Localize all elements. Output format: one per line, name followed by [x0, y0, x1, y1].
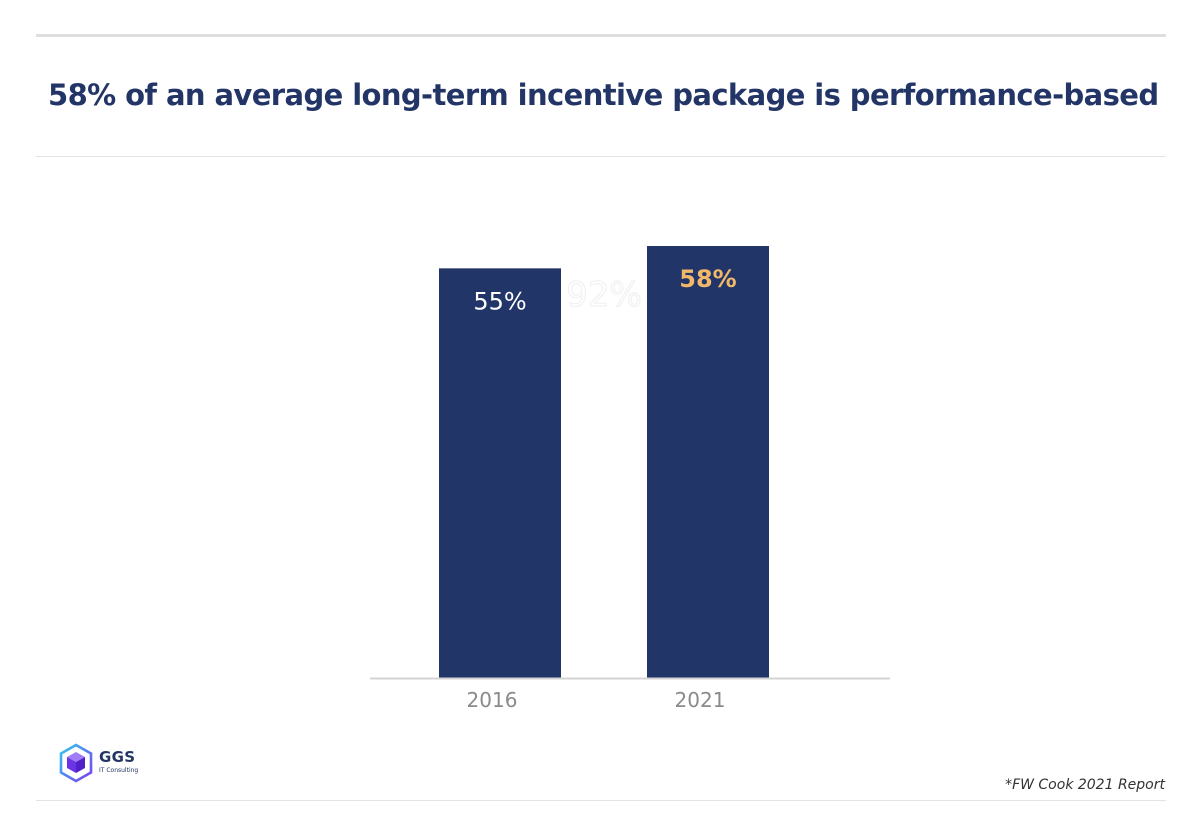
source-note: *FW Cook 2021 Report: [1005, 777, 1165, 793]
bar-2021: [647, 246, 769, 678]
data-label-2016: 55%: [473, 287, 526, 315]
title-divider: [36, 156, 1166, 157]
x-tick-label-2021: 2021: [675, 688, 726, 712]
top-divider: [36, 34, 1166, 37]
company-logo: GGS IT Consulting: [58, 743, 188, 787]
logo-subtitle: IT Consulting: [99, 767, 139, 774]
data-label-2021: 58%: [679, 265, 736, 293]
x-tick-label-2016: 2016: [467, 688, 518, 712]
cube-logo-icon: [59, 743, 93, 783]
page-title: 58% of an average long-term incentive pa…: [48, 78, 1159, 112]
ghost-label: 92%: [566, 275, 642, 315]
logo-name: GGS: [99, 748, 136, 766]
bar-2016: [439, 268, 561, 678]
bottom-divider: [36, 800, 1166, 801]
